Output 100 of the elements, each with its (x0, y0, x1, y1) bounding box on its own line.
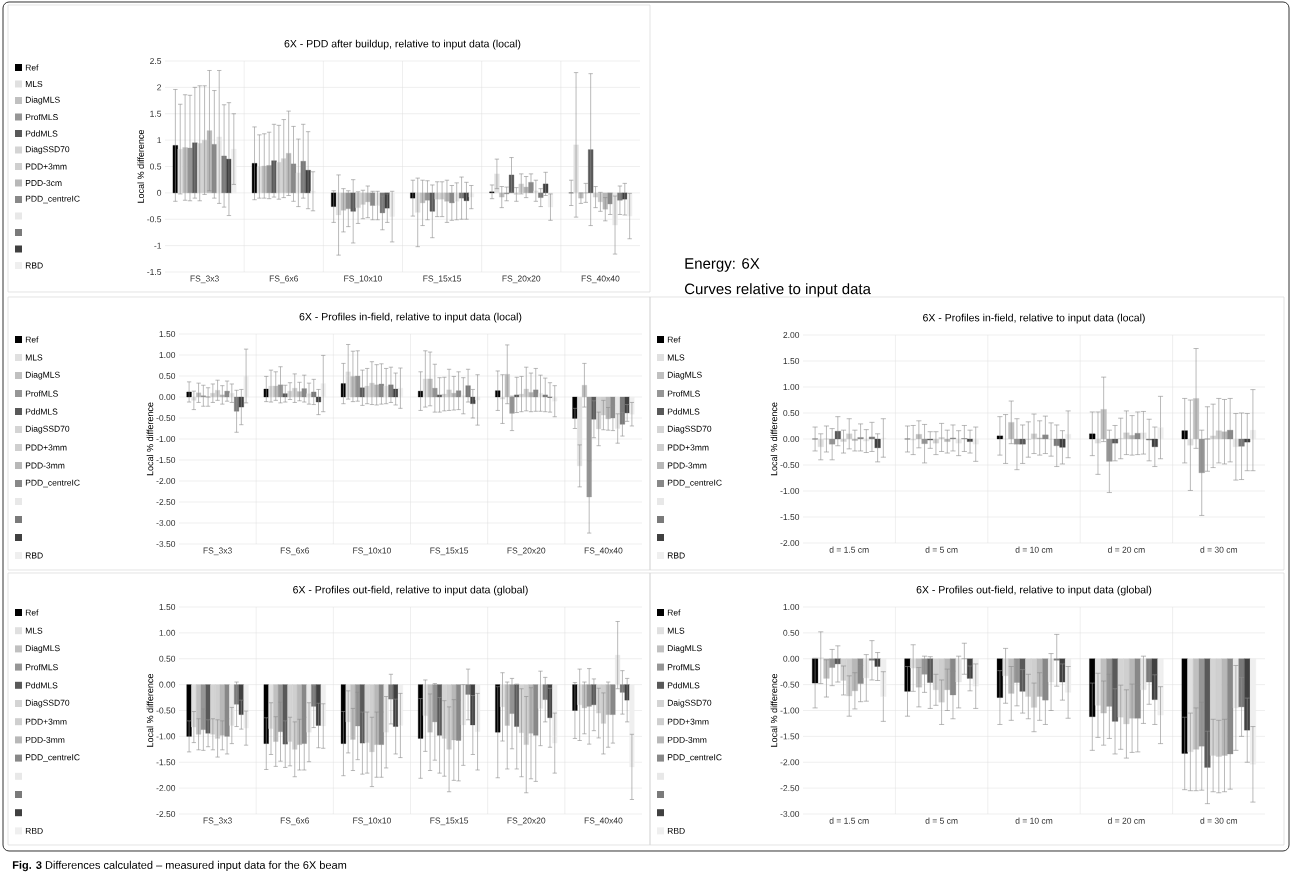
legend-label: ProfMLS (667, 390, 700, 397)
y-tick-label: -1.50 (780, 733, 800, 740)
y-tick-label: -1.50 (780, 513, 800, 520)
x-tick-label: FS_15x15 (430, 547, 469, 556)
x-tick-label: FS_40x40 (584, 817, 623, 826)
x-tick-label: d = 1.5 cm (829, 546, 869, 553)
y-tick-label: -1.50 (156, 456, 176, 463)
x-tick-label: FS_40x40 (581, 275, 620, 284)
legend-label: PDD+3mm (667, 718, 709, 725)
x-tick-label: d = 5 cm (925, 546, 958, 553)
y-tick-label: 0.00 (159, 681, 176, 688)
x-tick-label: FS_15x15 (423, 275, 462, 284)
legend-label: DiagSSD70 (25, 146, 70, 154)
x-tick-label: FS_6x6 (280, 547, 310, 556)
text: Energy: 6X (685, 258, 760, 272)
y-tick-label: 2.00 (783, 332, 800, 339)
x-tick-label: FS_20x20 (507, 817, 546, 826)
chart-title: 6X - Profiles out-field, relative to input data (global) (916, 585, 1152, 596)
y-tick-label: 0.50 (159, 655, 176, 662)
x-tick-label: d = 30 cm (1200, 546, 1238, 553)
y-tick-label: 2.5 (150, 58, 162, 64)
y-tick-label: 1.00 (159, 629, 176, 636)
legend-label: ProfMLS (25, 663, 58, 671)
x-tick-label: d = 20 cm (1107, 546, 1145, 553)
legend-label: PDD_centreIC (25, 754, 80, 762)
y-tick-label: 1.50 (159, 330, 176, 337)
y-tick-label: -0.50 (156, 414, 176, 421)
legend-label: PddMLS (25, 130, 58, 137)
x-tick-label: FS_3x3 (203, 817, 232, 826)
text: Fig. 3 Differences calculated – measured input data for the 6X beam (12, 860, 347, 872)
legend-label: DiagSSD70 (25, 699, 70, 708)
y-tick-label: 1 (157, 137, 162, 144)
legend-label: PDD+3mm (25, 718, 67, 725)
x-tick-label: FS_3x3 (190, 275, 219, 284)
y-tick-label: 0.50 (159, 372, 176, 379)
legend-label: DiagMLS (25, 371, 60, 380)
y-tick-label: -3.00 (780, 810, 800, 817)
y-tick-label: -2.00 (780, 759, 800, 766)
legend-label: DiagSSD70 (25, 425, 70, 434)
legend-label: PDD+3mm (25, 163, 67, 170)
y-tick-label: -1.5 (147, 269, 162, 275)
y-tick-label: -3.50 (156, 540, 176, 547)
y-tick-label: -0.50 (156, 707, 176, 714)
x-tick-label: d = 30 cm (1200, 817, 1238, 824)
x-tick-label: d = 20 cm (1107, 817, 1145, 824)
y-tick-label: 1.00 (783, 604, 800, 611)
legend-label: RBD (667, 827, 685, 834)
legend-label: RBD (25, 262, 43, 269)
legend-label: ProfMLS (667, 663, 700, 671)
chart-title: 6X - PDD after buildup, relative to input data (local) (284, 39, 521, 50)
legend-label: DiagMLS (667, 371, 702, 380)
y-tick-label: -2.00 (780, 539, 800, 546)
chart-title: 6X - Profiles in-field, relative to input data (local) (923, 313, 1145, 324)
text: Curves relative to input data (684, 283, 871, 298)
y-tick-label: 1.50 (783, 358, 800, 365)
y-tick-label: 0.5 (149, 163, 162, 170)
y-tick-label: -1.50 (156, 759, 176, 766)
x-tick-label: FS_20x20 (502, 275, 541, 284)
legend-label: ProfMLS (25, 113, 58, 121)
legend-label: DiagSSD70 (667, 425, 712, 434)
y-tick-label: 0.50 (783, 629, 800, 636)
legend-label: Ref (25, 64, 39, 71)
legend-label: Ref (25, 336, 39, 343)
legend-label: DiagMLS (667, 644, 702, 653)
legend-label: PDD_centreIC (667, 479, 722, 488)
y-tick-label: -0.50 (780, 681, 800, 688)
legend-label: PDD+3mm (667, 444, 709, 451)
legend-label: MLS (667, 354, 685, 361)
y-tick-label: 0.50 (783, 410, 800, 416)
legend-label: PDD-3mm (667, 736, 707, 743)
legend-label: PDD-3mm (25, 736, 65, 743)
y-tick-label: -1.00 (780, 707, 800, 714)
y-tick-label: 0.00 (783, 655, 800, 662)
y-tick-label: 0 (157, 189, 162, 196)
x-tick-label: FS_6x6 (280, 817, 310, 826)
legend-label: PddMLS (25, 682, 58, 689)
legend-label: PDD-3mm (25, 462, 65, 469)
x-tick-label: d = 10 cm (1015, 817, 1053, 824)
legend-label: DaigSSD70 (667, 699, 712, 708)
legend-label: PDD_centreIC (667, 754, 722, 762)
legend-label: PDD_centreIC (25, 479, 80, 488)
legend-label: DiagMLS (25, 644, 60, 653)
legend-label: PDD+3mm (25, 444, 67, 451)
x-tick-label: d = 10 cm (1015, 546, 1053, 553)
y-tick-label: 1.5 (150, 110, 162, 117)
y-tick-label: -1.00 (780, 488, 800, 494)
chart-title: 6X - Profiles in-field, relative to input data (local) (299, 312, 522, 323)
y-tick-label: -2.50 (156, 498, 176, 505)
y-tick-label: 2 (157, 84, 162, 91)
legend-label: RBD (25, 827, 43, 834)
legend-label: PddMLS (667, 682, 700, 689)
y-tick-label: 0.00 (159, 393, 176, 400)
y-tick-label: -0.5 (147, 216, 162, 223)
legend-label: Ref (667, 336, 681, 343)
x-tick-label: FS_20x20 (507, 547, 546, 556)
legend-label: ProfMLS (25, 390, 58, 397)
legend-label: Ref (667, 609, 681, 616)
x-tick-label: d = 1.5 cm (829, 817, 869, 824)
legend-label: PDD_centreIC (25, 195, 80, 204)
legend-label: PDD-3mm (667, 462, 707, 469)
